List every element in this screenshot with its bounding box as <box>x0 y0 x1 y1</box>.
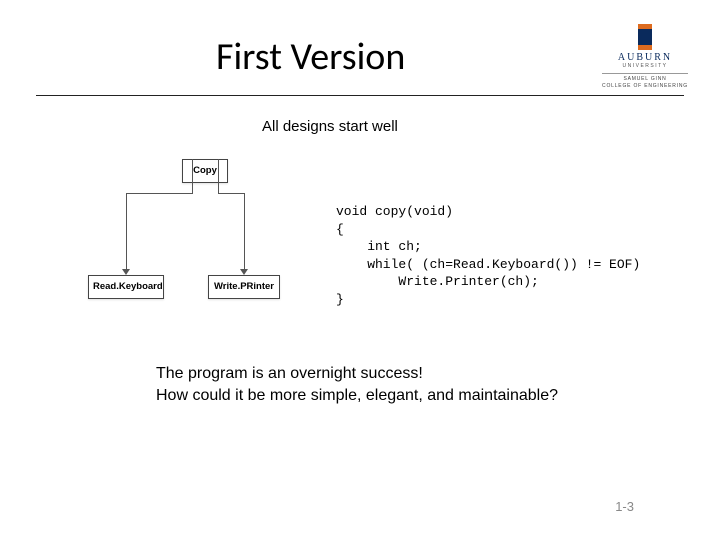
diagram-line <box>192 183 193 193</box>
uml-diagram: Copy Read.Keyboard Write.PRinter <box>88 159 308 319</box>
code-line: Write.Printer(ch); <box>336 274 539 289</box>
diagram-line <box>218 183 219 193</box>
diagram-line <box>126 193 127 271</box>
diagram-node-copy: Copy <box>182 159 228 183</box>
title-row: First Version AUBURN UNIVERSITY SAMUEL G… <box>36 28 684 89</box>
diagram-node-write: Write.PRinter <box>208 275 280 299</box>
diagram-line <box>218 159 219 185</box>
logo-name: AUBURN <box>618 52 672 63</box>
logo-tower-icon <box>638 22 652 50</box>
logo-university: UNIVERSITY <box>623 63 668 69</box>
code-line: void copy(void) <box>336 204 453 219</box>
code-line: int ch; <box>336 239 422 254</box>
diagram-line <box>192 159 193 185</box>
code-block: void copy(void) { int ch; while( (ch=Rea… <box>336 203 640 308</box>
diagram-node-read: Read.Keyboard <box>88 275 164 299</box>
code-line: { <box>336 222 344 237</box>
diagram-line <box>218 193 244 194</box>
code-line: } <box>336 292 344 307</box>
diagram-line <box>126 193 193 194</box>
slide-title: First Version <box>216 34 405 80</box>
subtitle: All designs start well <box>262 118 684 135</box>
logo-college: SAMUEL GINN COLLEGE OF ENGINEERING <box>602 73 688 89</box>
footer-text: The program is an overnight success! How… <box>156 363 684 408</box>
title-divider <box>36 95 684 96</box>
page-number: 1-3 <box>615 499 634 514</box>
arrowhead-icon <box>240 269 248 275</box>
footer-line-2: How could it be more simple, elegant, an… <box>156 387 558 404</box>
slide-container: First Version AUBURN UNIVERSITY SAMUEL G… <box>0 0 720 540</box>
footer-line-1: The program is an overnight success! <box>156 365 423 382</box>
arrowhead-icon <box>122 269 130 275</box>
code-line: while( (ch=Read.Keyboard()) != EOF) <box>336 257 640 272</box>
content-row: Copy Read.Keyboard Write.PRinter void co… <box>88 159 684 319</box>
auburn-logo: AUBURN UNIVERSITY SAMUEL GINN COLLEGE OF… <box>602 22 688 89</box>
diagram-line <box>244 193 245 271</box>
